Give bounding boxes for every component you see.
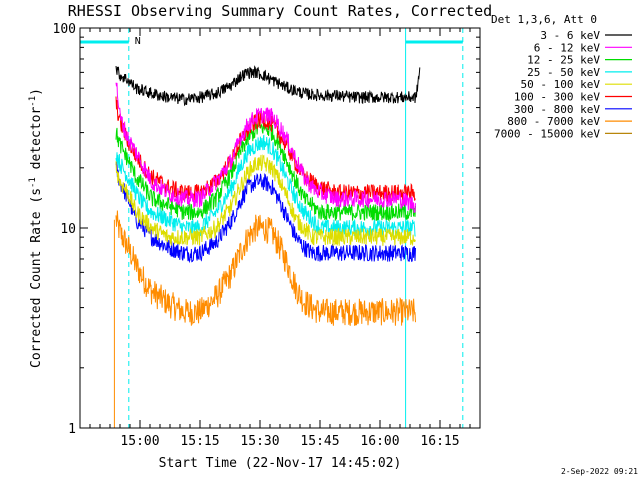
legend-label: 100 - 300 keV — [514, 91, 600, 104]
x-tick-label: 15:00 — [120, 434, 159, 449]
y-axis: 1 10 100 — [53, 22, 480, 437]
timestamp: 2-Sep-2022 09:21 — [561, 467, 638, 476]
series-line — [115, 160, 416, 264]
y-axis-label: Corrected Count Rate (s-1 detector-1) — [28, 88, 44, 368]
series-line — [115, 96, 416, 203]
legend-label: 300 - 800 keV — [514, 103, 600, 116]
plot-border — [79, 27, 481, 429]
x-axis-label: Start Time (22-Nov-17 14:45:02) — [159, 456, 402, 471]
chart-title: RHESSI Observing Summary Count Rates, Co… — [68, 2, 492, 20]
plot-area: N — [79, 28, 464, 428]
axes-frame — [79, 27, 481, 429]
x-axis: 15:00 15:15 15:30 15:45 16:00 16:15 — [79, 28, 481, 449]
series-line — [115, 210, 416, 326]
series-25-50keV — [115, 134, 416, 237]
series-100-300keV — [115, 96, 416, 203]
series-800-7000keV — [115, 210, 416, 326]
legend-label: 3 - 6 keV — [540, 29, 600, 42]
marker-label: N — [135, 36, 141, 47]
legend-label: 7000 - 15000 keV — [494, 127, 600, 140]
x-tick-label: 16:00 — [360, 434, 399, 449]
x-tick-label: 15:15 — [180, 434, 219, 449]
series-line — [115, 154, 416, 247]
x-tick-label: 15:45 — [300, 434, 339, 449]
y-tick-label: 1 — [68, 422, 76, 437]
x-tick-label: 16:15 — [420, 434, 459, 449]
series-line — [115, 65, 421, 107]
series-50-100keV — [115, 154, 416, 247]
legend-header: Det 1,3,6, Att 0 — [491, 13, 597, 26]
legend-label: 800 - 7000 keV — [507, 115, 600, 128]
legend-label: 50 - 100 keV — [521, 78, 601, 91]
series-3-6keV — [115, 65, 421, 107]
y-tick-label: 10 — [60, 222, 76, 237]
legend-label: 12 - 25 keV — [527, 54, 600, 67]
x-tick-label: 15:30 — [240, 434, 279, 449]
series-line — [115, 134, 416, 237]
series-line — [115, 82, 416, 213]
legend-label: 6 - 12 keV — [534, 41, 601, 54]
series-300-800keV — [115, 160, 416, 264]
series-6-12keV — [115, 82, 416, 213]
y-tick-label: 100 — [53, 22, 76, 37]
legend-label: 25 - 50 keV — [527, 66, 600, 79]
